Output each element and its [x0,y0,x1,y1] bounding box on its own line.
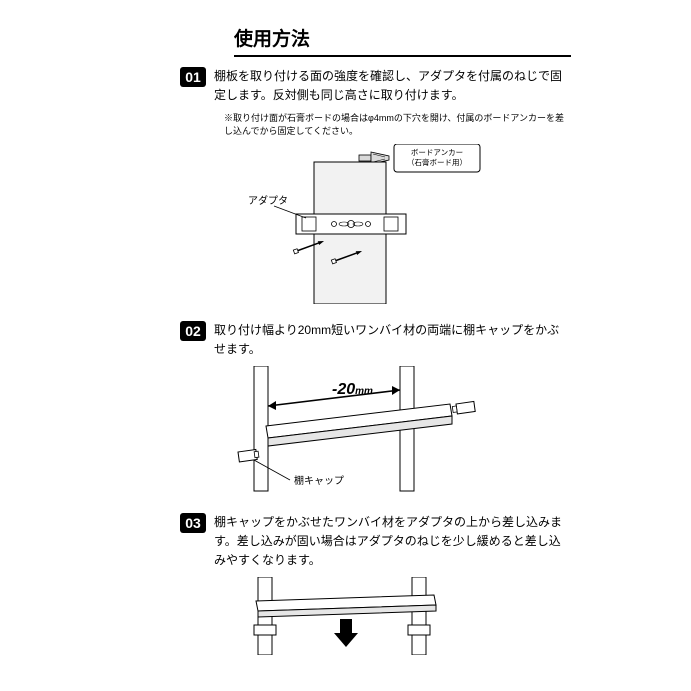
adapter-leader [274,206,306,218]
step-01-number: 01 [180,67,206,87]
page: 使用方法 01 棚板を取り付ける面の強度を確認し、アダプタを付属のねじで固定しま… [0,0,691,691]
step-03-text: 棚キャップをかぶせたワンバイ材をアダプタの上から差し込みます。差し込みが固い場合… [214,513,571,569]
step-01-note: ※取り付け面が石膏ボードの場合はφ4mmの下穴を開け、付属のボードアンカーを差し… [224,112,571,138]
step-03: 03 棚キャップをかぶせたワンバイ材をアダプタの上から差し込みます。差し込みが固… [180,513,571,569]
adapter-right [408,625,430,635]
dimension-arrow: -20mm [268,381,400,410]
adapter-left [254,625,276,635]
step-02-diagram: -20mm 棚キャップ [224,366,571,501]
minus20-label: -20mm [332,381,373,398]
shelf-cap-label: 棚キャップ [294,474,344,487]
step-02: 02 取り付け幅より20mm短いワンバイ材の両端に棚キャップをかぶせます。 [180,321,571,358]
step-01: 01 棚板を取り付ける面の強度を確認し、アダプタを付属のねじで固定します。反対側… [180,67,571,104]
shelf-board [256,595,436,617]
step-02-text: 取り付け幅より20mm短いワンバイ材の両端に棚キャップをかぶせます。 [214,321,571,358]
step-01-diagram: ボードアンカー （石膏ボード用） [224,144,571,309]
step-02-number: 02 [180,321,206,341]
page-title: 使用方法 [234,24,571,51]
shelf-cap-left [238,450,259,463]
plank [266,404,452,446]
step-03-number: 03 [180,513,206,533]
step-01-text: 棚板を取り付ける面の強度を確認し、アダプタを付属のねじで固定します。反対側も同じ… [214,67,571,104]
down-arrow-icon [334,619,358,647]
post-right-2 [412,577,426,655]
board-anchor-sublabel: （石膏ボード用） [407,157,467,167]
shelf-cap-right [452,402,475,415]
title-rule [234,55,571,57]
post-left [254,366,268,491]
adapter-label: アダプタ [248,194,288,207]
step-03-diagram [224,577,571,660]
board-anchor-label: ボードアンカー [411,148,463,157]
adapter-bracket [296,214,406,234]
